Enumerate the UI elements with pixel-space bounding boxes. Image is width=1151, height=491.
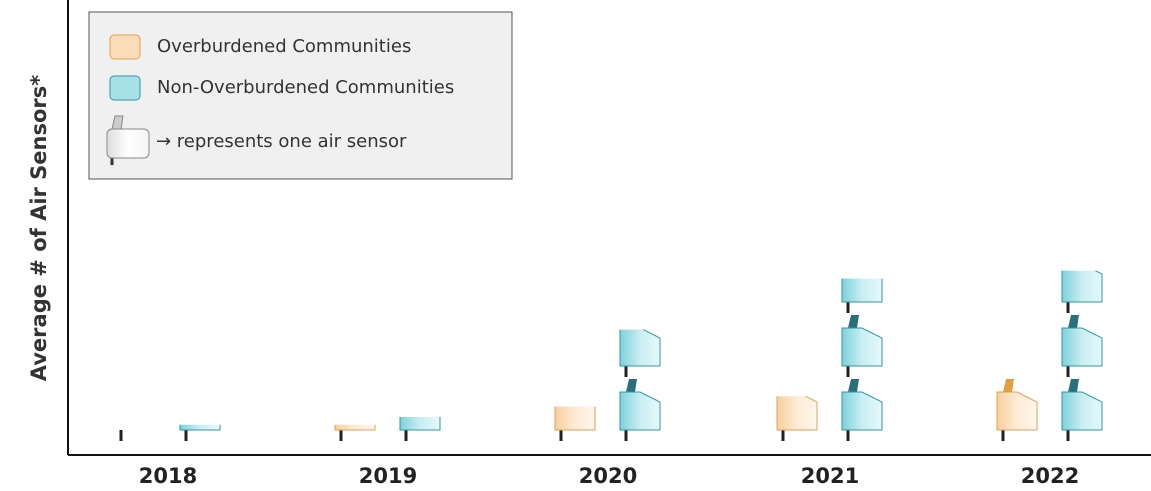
pictograph-stack bbox=[399, 417, 441, 441]
pictograph-stack bbox=[334, 424, 376, 441]
pictograph-stack bbox=[841, 278, 883, 441]
x-tick-label: 2018 bbox=[139, 464, 197, 488]
legend-swatch bbox=[109, 75, 141, 101]
pictograph-stack bbox=[776, 396, 818, 441]
y-axis-label: Average # of Air Sensors* bbox=[27, 75, 51, 382]
legend: → represents one air sensor Overburdened… bbox=[88, 11, 513, 180]
x-tick-label: 2021 bbox=[801, 464, 859, 488]
pictograph-stack bbox=[1061, 270, 1103, 441]
pictograph-stack bbox=[554, 406, 596, 441]
legend-swatch bbox=[109, 34, 141, 60]
legend-label: Overburdened Communities bbox=[157, 36, 411, 57]
x-tick-label: 2019 bbox=[359, 464, 417, 488]
pictograph-stack bbox=[619, 329, 661, 441]
pictograph-stack bbox=[179, 424, 221, 441]
x-tick-label: 2020 bbox=[579, 464, 637, 488]
legend-label: Non-Overburdened Communities bbox=[157, 77, 454, 98]
x-tick-label: 2022 bbox=[1021, 464, 1079, 488]
pictograph-stack bbox=[996, 379, 1038, 441]
legend-icon-note: → represents one air sensor bbox=[156, 131, 407, 152]
